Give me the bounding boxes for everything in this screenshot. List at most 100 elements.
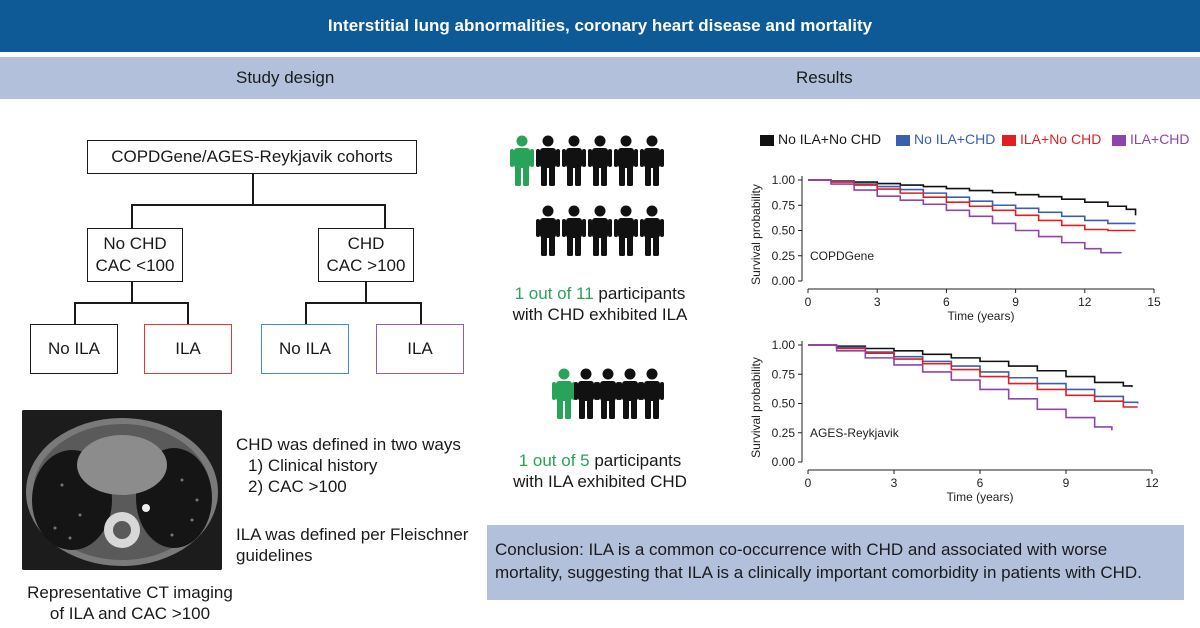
y-axis-label: Survival probability: [749, 357, 763, 458]
connector-line: [74, 302, 76, 324]
leaf-ila-no-chd: ILA: [144, 324, 232, 374]
x-tick-label: 6: [943, 295, 950, 309]
person-icon: [618, 368, 642, 419]
connector-line: [420, 302, 422, 324]
legend-swatch: [1002, 135, 1016, 146]
chd-definition-item: 2) CAC >100: [248, 477, 347, 496]
ila-definition-line: ILA was defined per Fleischner: [236, 525, 469, 544]
person-icon: [574, 368, 598, 419]
ct-caption-line: Representative CT imaging: [27, 583, 233, 602]
y-tick-label: 1.00: [772, 338, 796, 352]
connector-line: [131, 282, 133, 302]
person-icon: [536, 135, 560, 186]
section-header-bar: [0, 57, 1200, 99]
person-icon: [596, 368, 620, 419]
no-chd-label: No CHD: [103, 234, 167, 253]
x-tick-label: 3: [891, 476, 898, 490]
y-tick-label: 0.25: [772, 426, 796, 440]
connector-line: [305, 302, 307, 324]
chd-definition-item: 1) Clinical history: [248, 456, 378, 475]
section-study-design: Study design: [236, 68, 335, 87]
connector-line: [252, 174, 254, 204]
survival-curve-no-ila-no-chd: [808, 179, 1137, 216]
y-tick-label: 0.00: [772, 455, 796, 469]
ct-caption: Representative CT imaging of ILA and CAC…: [22, 582, 238, 624]
leaf-ila-chd: ILA: [376, 324, 464, 374]
stat-rest: participants: [589, 451, 682, 470]
y-tick-label: 0.50: [772, 397, 796, 411]
y-tick-label: 0.25: [772, 249, 796, 263]
stat-highlight: 1 out of 11: [514, 284, 594, 303]
x-tick-label: 12: [1078, 295, 1092, 309]
stat-line2: with CHD exhibited ILA: [512, 305, 688, 324]
y-tick-label: 0.50: [772, 224, 796, 238]
x-tick-label: 6: [977, 476, 984, 490]
x-axis-label: Time (years): [947, 490, 1014, 504]
no-chd-box: No CHD CAC <100: [87, 228, 183, 282]
ila-definition: ILA was defined per Fleischner guideline…: [236, 524, 468, 566]
y-axis-label: Survival probability: [749, 184, 763, 285]
connector-line: [365, 282, 367, 302]
person-icon: [614, 205, 638, 256]
person-icon: [510, 135, 534, 186]
connector-line: [131, 204, 133, 228]
chart-legend: No ILA+No CHD No ILA+CHD ILA+No CHD ILA+…: [760, 130, 1190, 150]
x-tick-label: 9: [1012, 295, 1019, 309]
y-tick-label: 1.00: [772, 173, 796, 187]
connector-line: [131, 204, 385, 206]
chd-box: CHD CAC >100: [318, 228, 414, 282]
x-tick-label: 3: [874, 295, 881, 309]
legend-swatch: [1112, 135, 1126, 146]
person-icon: [614, 135, 638, 186]
cac-label: CAC >100: [326, 256, 406, 275]
person-icon: [640, 135, 664, 186]
km-chart-copdgene: 0.00 0.25 0.50 0.75 1.00 0 3 6 9 12 15 Time (years)…: [749, 173, 1161, 323]
x-axis-label: Time (years): [948, 309, 1015, 323]
connector-line: [74, 302, 188, 304]
chd-definition: CHD was defined in two ways 1) Clinical …: [236, 434, 461, 497]
legend-label: No ILA+No CHD: [778, 131, 882, 147]
ct-caption-line: of ILA and CAC >100: [49, 604, 211, 623]
pictogram-ila: [552, 368, 664, 419]
person-icon: [588, 205, 612, 256]
x-tick-label: 0: [805, 295, 812, 309]
connector-line: [384, 204, 386, 228]
legend-swatch: [896, 135, 910, 146]
pictogram-chd: [510, 135, 664, 256]
person-icon: [562, 135, 586, 186]
legend-label: ILA+No CHD: [1020, 131, 1102, 147]
x-tick-label: 0: [805, 476, 812, 490]
x-tick-label: 15: [1147, 295, 1161, 309]
stat-chd-ila: 1 out of 11 participants with CHD exhibi…: [480, 283, 720, 325]
km-chart-ages: 0.00 0.25 0.50 0.75 1.00 0 3 6 9 12 Time (years) Su…: [749, 338, 1159, 504]
conclusion-box: Conclusion: ILA is a common co-occurrenc…: [487, 525, 1184, 600]
title-bar: Interstitial lung abnormalities, coronar…: [0, 0, 1200, 52]
chart-cohort-label: COPDGene: [810, 249, 874, 263]
chd-definition-heading: CHD was defined in two ways: [236, 435, 461, 454]
person-icon: [640, 368, 664, 419]
x-tick-label: 9: [1063, 476, 1070, 490]
survival-curve-ila-chd: [808, 344, 1113, 431]
cac-label: CAC <100: [95, 256, 175, 275]
x-tick-label: 12: [1145, 476, 1159, 490]
stat-line2: with ILA exhibited CHD: [513, 472, 687, 491]
ct-scan-image: [22, 410, 222, 570]
connector-line: [305, 302, 421, 304]
section-results: Results: [796, 68, 853, 87]
survival-curve-ila-no-chd: [808, 179, 1136, 232]
legend-label: ILA+CHD: [1130, 131, 1190, 147]
survival-curve-ila-chd: [808, 179, 1122, 254]
legend-swatch: [760, 135, 774, 146]
person-icon: [536, 205, 560, 256]
stat-rest: participants: [593, 284, 686, 303]
ila-definition-line: guidelines: [236, 546, 313, 565]
leaf-no-ila-no-chd: No ILA: [30, 324, 118, 374]
y-tick-label: 0.75: [772, 367, 796, 381]
person-icon: [588, 135, 612, 186]
chd-label: CHD: [347, 234, 385, 253]
person-icon: [552, 368, 576, 419]
survival-curve-no-ila-chd: [808, 179, 1136, 225]
person-icon: [562, 205, 586, 256]
y-tick-label: 0.75: [772, 198, 796, 212]
connector-line: [187, 302, 189, 324]
